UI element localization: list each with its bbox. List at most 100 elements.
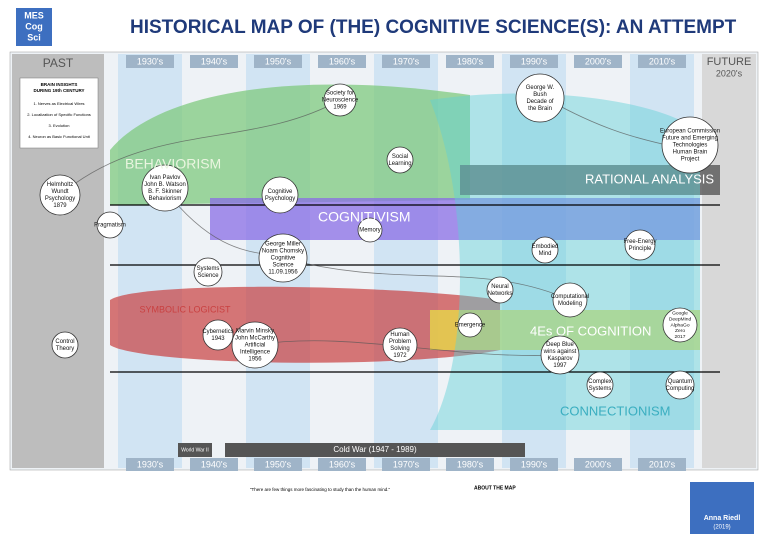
node-label: 11.09.1956 — [268, 270, 298, 276]
node-label: Solving — [390, 346, 409, 352]
decade-tab — [510, 55, 558, 68]
decade-tab — [638, 55, 686, 68]
event-node — [96, 211, 124, 239]
decade-label: 1970's — [393, 459, 420, 469]
decade-label: 2000's — [585, 459, 612, 469]
future-label: FUTURE — [707, 56, 752, 68]
event-node — [531, 236, 559, 264]
logo-text: Cog — [25, 21, 43, 31]
node-label: John B. Watson — [144, 182, 186, 188]
node-label: Helmholtz — [47, 182, 73, 188]
decade-tab — [126, 458, 174, 471]
paradigm-label: 4Es OF COGNITION — [530, 323, 651, 338]
node-label: 1879 — [53, 203, 67, 209]
node-label: Neural — [491, 284, 509, 290]
decade-label: 1950's — [265, 56, 292, 66]
event-node — [51, 331, 79, 359]
logo-text: Sci — [27, 32, 41, 42]
node-label: Artificial — [245, 343, 266, 349]
node-label: Networks — [488, 291, 513, 297]
past-box — [19, 77, 99, 149]
quote: "There are few things more fascinating t… — [250, 487, 391, 492]
node-label: Future and Emerging — [662, 136, 718, 142]
decade-label: 2010's — [649, 459, 676, 469]
decade-tab — [318, 458, 366, 471]
node-label: B. F. Skinner — [148, 189, 182, 195]
event-node — [662, 307, 698, 343]
node-label: Systems — [589, 386, 612, 392]
decade-label: 1980's — [457, 459, 484, 469]
4es-band — [430, 310, 700, 350]
decade-tab — [254, 55, 302, 68]
node-label: Wundt — [51, 189, 68, 195]
node-label: Systems — [197, 266, 220, 272]
node-label: AlphaGo — [670, 322, 689, 328]
event-node — [515, 73, 565, 123]
node-label: the Brain — [528, 106, 552, 112]
past-box-title: BRAIN INSIGHTS — [41, 82, 78, 87]
event-node — [624, 229, 656, 261]
decade-tab — [126, 55, 174, 68]
author-box — [690, 482, 754, 534]
connectionism-band — [430, 93, 700, 430]
cognitivism-band — [210, 198, 700, 240]
logo-text: MES — [24, 10, 44, 20]
node-label: Bush — [533, 92, 547, 98]
future-column — [702, 54, 756, 468]
event-node — [357, 217, 383, 243]
decade-label: 1960's — [329, 56, 356, 66]
event-node — [540, 335, 580, 375]
node-label: Cybernetics — [202, 329, 233, 335]
node-label: Computational — [551, 294, 589, 300]
decade-label: 1930's — [137, 459, 164, 469]
decade-tab — [510, 458, 558, 471]
event-node — [457, 312, 483, 338]
event-node — [258, 233, 308, 283]
node-label: Free-Energy — [624, 239, 657, 245]
about-box — [470, 482, 630, 532]
rational-analysis-band — [460, 165, 720, 195]
decade-label: 1990's — [521, 459, 548, 469]
node-label: Computing — [666, 386, 695, 392]
node-label: Learning — [388, 161, 411, 167]
about-title: ABOUT THE MAP — [474, 485, 516, 491]
event-node — [141, 164, 189, 212]
event-bar — [225, 443, 525, 457]
decade-label: 1940's — [201, 56, 228, 66]
event-label: Cold War (1947 - 1989) — [333, 445, 417, 454]
behaviorism-band — [110, 84, 470, 205]
node-label: John McCarthy — [235, 336, 275, 342]
node-label: 1956 — [248, 357, 262, 363]
author: Anna Riedl — [704, 515, 741, 522]
node-label: Social — [392, 154, 408, 160]
paradigm-label: CONNECTIONISM — [560, 403, 671, 418]
node-label: 1943 — [211, 336, 225, 342]
decade-tab — [190, 458, 238, 471]
event-label: World War II — [181, 447, 209, 453]
decade-label: 1980's — [457, 56, 484, 66]
node-label: Psychology — [45, 196, 75, 202]
node-label: Project — [681, 157, 700, 163]
node-label: Human — [390, 332, 409, 338]
decade-tab — [382, 55, 430, 68]
node-label: 2017 — [675, 334, 686, 340]
decade-label: 1940's — [201, 459, 228, 469]
event-node — [586, 371, 614, 399]
decade-tab — [254, 458, 302, 471]
node-label: Mind — [539, 251, 552, 257]
node-label: Science — [197, 273, 219, 279]
decade-label: 1960's — [329, 459, 356, 469]
decade-tab — [446, 55, 494, 68]
event-node — [261, 176, 299, 214]
node-label: 1997 — [553, 363, 566, 369]
event-node — [231, 321, 279, 369]
node-label: Intelligence — [240, 350, 271, 356]
node-label: Kasparov — [547, 356, 572, 362]
past-box-item: 1. Nerves as Electrical Wires — [33, 101, 84, 106]
node-label: Modeling — [558, 301, 582, 307]
decade-label: 1930's — [137, 56, 164, 66]
node-label: Principle — [629, 246, 652, 252]
node-label: 1969 — [333, 105, 347, 111]
year: (2019) — [713, 525, 730, 531]
decade-tab — [190, 55, 238, 68]
